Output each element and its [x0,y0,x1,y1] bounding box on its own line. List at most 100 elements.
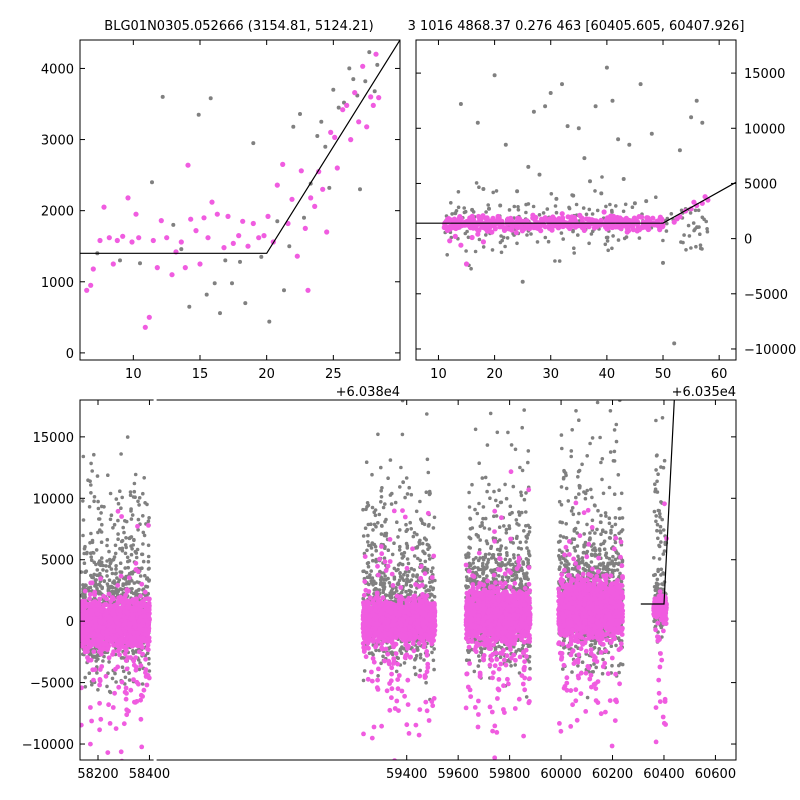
pink-data-point [657,214,664,220]
pink-data-point [92,632,97,638]
axes-frame [415,39,737,361]
grey-data-point [374,559,378,564]
grey-data-point [428,585,433,589]
grey-data-point [672,341,677,346]
grey-data-point [89,531,93,536]
grey-data-point [116,518,120,523]
pink-data-point [650,215,656,221]
grey-data-point [140,552,144,557]
pink-data-point [360,63,366,69]
pink-data-point [121,614,127,619]
grey-data-point [399,552,404,556]
pink-data-point [139,581,145,587]
grey-data-point [90,538,95,543]
grey-data-point [134,593,138,597]
pink-data-point [505,216,511,222]
pink-data-point [324,229,330,235]
grey-data-point [705,227,709,231]
grey-data-point [487,206,491,211]
grey-data-point [512,204,517,209]
x-tick-label: 10 [430,367,447,382]
y-tick-label: 2000 [41,205,74,220]
grey-data-point [107,549,111,554]
grey-data-point [91,655,95,659]
grey-data-point [611,234,615,238]
pink-data-point [533,214,539,221]
grey-data-point [171,222,176,227]
pink-data-point [113,726,119,731]
pink-data-point [146,523,151,528]
y-tick-label: 1000 [41,276,74,291]
grey-data-point [243,301,248,306]
pink-data-point [221,245,227,251]
grey-data-point [417,540,422,544]
pink-data-point [115,583,121,588]
grey-data-point [700,247,704,251]
grey-data-point [331,87,336,92]
grey-data-point [498,203,503,208]
pink-data-point [178,239,184,245]
pink-data-point [110,595,116,601]
pink-data-point [352,90,358,96]
grey-data-point [396,535,400,539]
grey-data-point [473,249,478,254]
grey-data-point [370,505,375,510]
grey-data-point [129,507,133,511]
grey-data-point [526,164,531,169]
grey-data-point [376,521,380,525]
grey-data-point [525,233,529,237]
pink-data-point [138,663,144,669]
pink-data-point [125,611,131,617]
pink-data-point [128,687,134,693]
pink-data-point [555,223,562,229]
grey-data-point [89,555,93,559]
pink-data-point [201,215,207,221]
grey-data-point [147,662,151,666]
x-tick-label: 15 [192,367,209,382]
grey-data-point [96,530,100,535]
grey-data-point [576,233,580,237]
pink-data-point [405,702,411,707]
grey-data-point [315,134,320,138]
grey-data-point [395,582,400,586]
pink-data-point [101,603,107,608]
pink-data-point [91,649,97,654]
grey-data-point [82,561,87,565]
pink-data-point [549,227,555,233]
grey-data-point [665,221,669,226]
fit-line [416,181,736,224]
grey-data-point [138,574,143,578]
grey-data-point [119,452,123,456]
grey-data-point [116,537,120,541]
x-offset-label: +6.035e4 [672,385,736,400]
grey-data-point [137,667,142,672]
pink-data-point [107,617,112,623]
grey-data-point [427,522,431,527]
grey-data-point [404,476,409,480]
grey-data-point [398,544,402,549]
grey-data-point [490,248,495,252]
grey-data-point [102,579,107,583]
grey-data-point [114,564,118,568]
pink-data-point [144,637,149,643]
grey-data-point [649,131,654,136]
pink-data-point [94,637,100,643]
grey-data-point [537,172,542,177]
grey-data-point [571,228,575,233]
grey-data-point [561,237,565,241]
grey-data-point [351,77,356,82]
pink-data-point [114,237,120,244]
pink-data-point [94,602,100,607]
pink-data-point [230,240,236,246]
pink-data-point [581,227,587,233]
grey-data-point [559,231,564,235]
y-tick-label: −10000 [744,343,796,358]
grey-data-point [484,233,488,237]
grey-data-point [128,490,133,494]
grey-data-point [548,91,553,95]
grey-data-point [147,656,151,661]
grey-data-point [108,585,113,590]
pink-data-point [89,580,95,586]
pink-data-point [639,214,645,220]
